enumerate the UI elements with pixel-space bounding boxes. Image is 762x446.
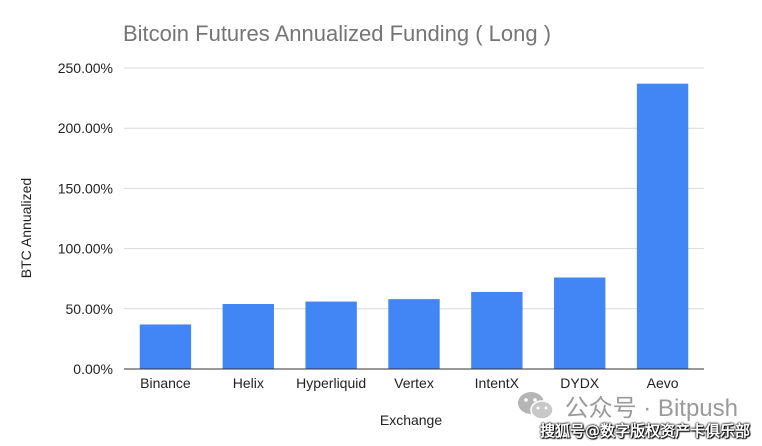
y-axis-ticks: 0.00% 50.00% 100.00% 150.00% 200.00% 250.00% (58, 60, 113, 377)
bar-binance (139, 324, 192, 369)
x-tick-label: Aevo (647, 375, 679, 391)
bar-intentx (471, 291, 523, 369)
bar-helix (222, 303, 274, 369)
x-tick-label: Hyperliquid (296, 375, 366, 391)
y-tick-label: 50.00% (66, 301, 113, 317)
gridlines (124, 67, 704, 310)
x-axis-title: Exchange (380, 412, 442, 428)
bar-hyperliquid (305, 301, 357, 369)
bar-aevo (636, 83, 689, 369)
bars (139, 83, 689, 369)
y-tick-label: 100.00% (58, 241, 113, 257)
y-tick-label: 200.00% (58, 120, 113, 136)
bar-dydx (554, 277, 606, 369)
chart-title: Bitcoin Futures Annualized Funding ( Lon… (123, 21, 551, 46)
credit-text: 搜狐号@数字版权资产卡俱乐部 (539, 422, 750, 440)
y-tick-label: 0.00% (73, 361, 113, 377)
x-tick-label: Helix (233, 375, 264, 391)
wechat-icon (517, 390, 555, 422)
x-tick-label: DYDX (560, 375, 600, 391)
x-axis-ticks: Binance Helix Hyperliquid Vertex IntentX DYDX… (140, 375, 679, 391)
y-tick-label: 150.00% (58, 180, 113, 196)
x-tick-label: Binance (140, 375, 191, 391)
watermark: 公众号 · Bitpush (517, 388, 738, 423)
watermark-text: 公众号 · Bitpush (564, 395, 738, 422)
x-tick-label: Vertex (394, 375, 434, 391)
x-tick-label: IntentX (475, 375, 520, 391)
y-tick-label: 250.00% (58, 60, 113, 76)
y-axis-title: BTC Annualized (18, 178, 34, 278)
bar-vertex (388, 299, 440, 369)
